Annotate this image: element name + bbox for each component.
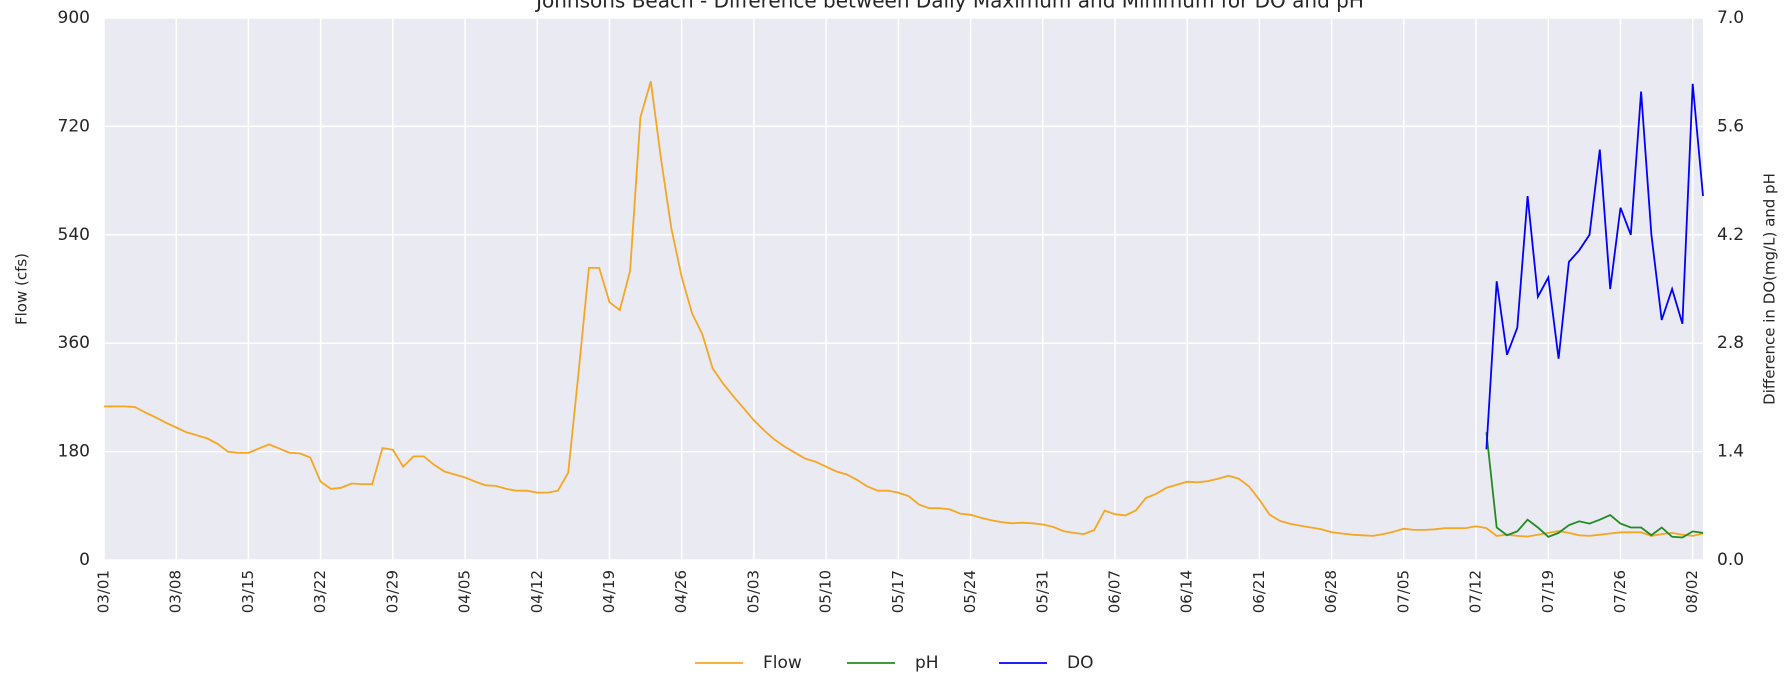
x-tick-label: 04/05 <box>456 570 474 613</box>
x-tick-label: 04/19 <box>600 570 618 613</box>
series-line <box>1485 83 1704 450</box>
x-tick-label: 05/03 <box>744 570 762 613</box>
x-tick-label: 05/31 <box>1033 570 1051 613</box>
y2-tick-label: 7.0 <box>1717 8 1744 28</box>
x-tick-label: 03/29 <box>383 570 401 613</box>
y-tick-label: 360 <box>58 333 90 353</box>
x-tick-label: 03/08 <box>167 570 185 613</box>
x-tick-label: 06/07 <box>1105 570 1123 613</box>
y-tick-label: 900 <box>58 8 90 28</box>
x-tick-label: 07/26 <box>1611 570 1629 613</box>
y2-tick-label: 1.4 <box>1717 442 1744 462</box>
y2-tick-label: 5.6 <box>1717 116 1744 136</box>
x-tick-label: 04/26 <box>672 570 690 613</box>
y-tick-label: 180 <box>58 442 90 462</box>
y2-tick-label: 4.2 <box>1717 225 1744 245</box>
x-tick-label: 04/12 <box>528 570 546 613</box>
x-tick-label: 05/10 <box>817 570 835 613</box>
x-tick-label: 06/14 <box>1178 570 1196 613</box>
y-tick-label: 0 <box>79 550 90 570</box>
chart-title: Johnsons Beach - Difference between Dail… <box>534 0 1364 13</box>
x-tick-label: 08/02 <box>1683 570 1701 613</box>
plot-area <box>104 18 1703 560</box>
x-tick-label: 05/17 <box>889 570 907 613</box>
y2-tick-label: 0.0 <box>1717 550 1744 570</box>
x-tick-label: 03/01 <box>95 570 113 613</box>
legend-label: DO <box>1067 653 1093 673</box>
x-tick-label: 06/28 <box>1322 570 1340 613</box>
series-line <box>104 80 1704 538</box>
x-tick-label: 07/12 <box>1467 570 1485 613</box>
legend: Flow pH DO <box>695 653 1093 673</box>
y2-axis-label: Difference in DO(mg/L) and pH <box>1761 173 1779 405</box>
legend-label: Flow <box>763 653 802 673</box>
x-tick-label: 07/19 <box>1539 570 1557 613</box>
y-tick-label: 720 <box>58 116 90 136</box>
x-tick-label: 03/15 <box>239 570 257 613</box>
y2-tick-label: 2.8 <box>1717 333 1744 353</box>
x-tick-label: 03/22 <box>311 570 329 613</box>
legend-label: pH <box>915 653 939 673</box>
y-axis-label: Flow (cfs) <box>13 253 31 325</box>
x-tick-label: 05/24 <box>961 570 979 613</box>
y-tick-label: 540 <box>58 225 90 245</box>
x-tick-label: 06/21 <box>1250 570 1268 613</box>
x-tick-label: 07/05 <box>1394 570 1412 613</box>
series-line <box>1485 432 1704 539</box>
